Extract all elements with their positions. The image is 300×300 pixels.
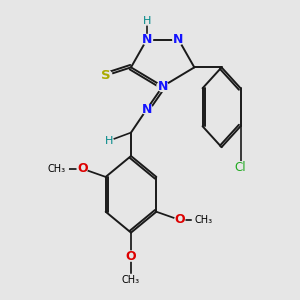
Ellipse shape (142, 16, 151, 25)
Ellipse shape (157, 81, 168, 92)
Ellipse shape (232, 162, 249, 173)
Text: H: H (105, 136, 113, 146)
Ellipse shape (141, 104, 152, 114)
Text: Cl: Cl (235, 161, 246, 174)
Text: H: H (142, 16, 151, 26)
Ellipse shape (173, 34, 184, 45)
Text: CH₃: CH₃ (195, 215, 213, 225)
Ellipse shape (126, 251, 136, 261)
Text: O: O (174, 214, 185, 226)
Text: S: S (101, 69, 110, 82)
Text: O: O (126, 250, 136, 262)
Ellipse shape (175, 215, 185, 225)
Ellipse shape (77, 164, 87, 174)
Ellipse shape (99, 70, 112, 81)
Ellipse shape (104, 136, 113, 145)
Text: CH₃: CH₃ (122, 275, 140, 285)
Text: CH₃: CH₃ (48, 164, 66, 174)
Ellipse shape (46, 163, 68, 174)
Text: N: N (158, 80, 168, 93)
Ellipse shape (192, 214, 215, 226)
Text: O: O (77, 162, 88, 175)
Text: N: N (173, 33, 184, 46)
Text: N: N (142, 33, 152, 46)
Text: N: N (142, 103, 152, 116)
Ellipse shape (120, 274, 142, 286)
Ellipse shape (141, 34, 152, 45)
